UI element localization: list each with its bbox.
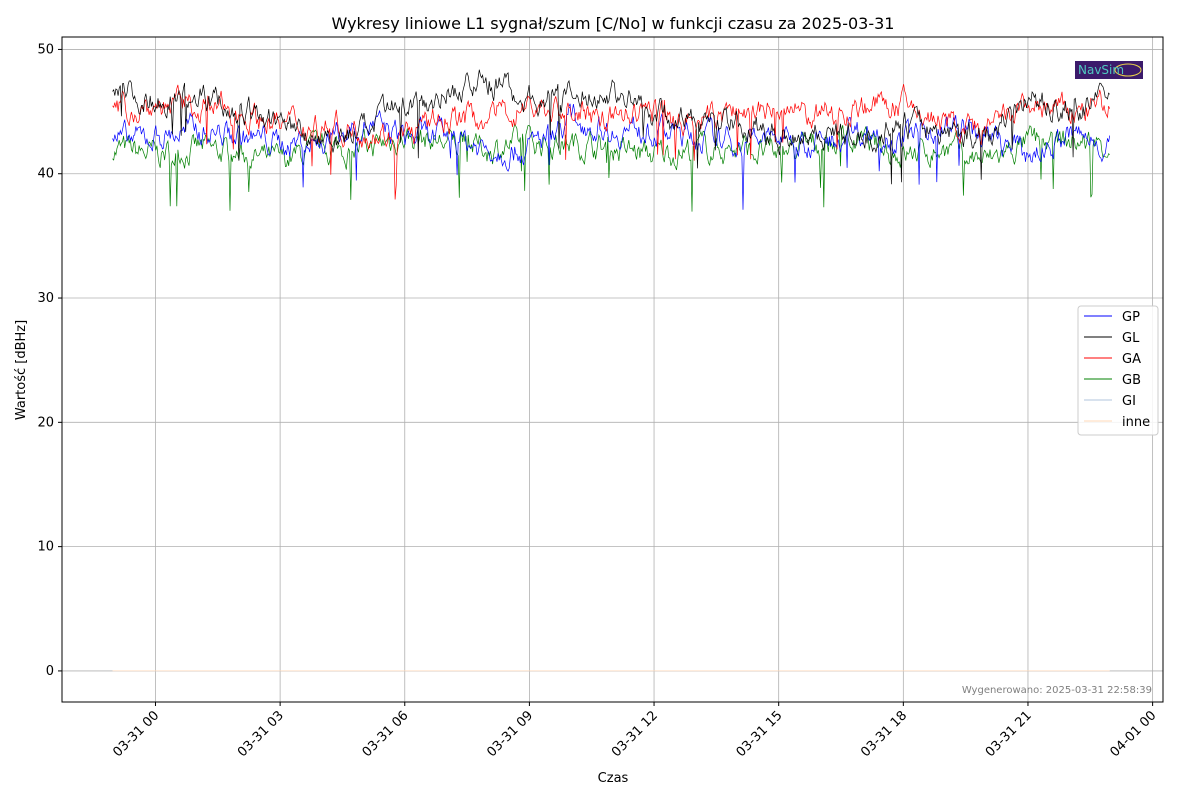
generated-annotation: Wygenerowano: 2025-03-31 22:58:39 bbox=[962, 685, 1152, 696]
x-tick-label: 03-31 09 bbox=[484, 708, 536, 760]
legend-label: GA bbox=[1122, 352, 1141, 367]
x-axis-label: Czas bbox=[598, 771, 629, 786]
plot-frame bbox=[61, 36, 1164, 703]
x-ticks: 03-31 00 03-31 03 03-31 06 03-31 09 03-31 12… bbox=[110, 702, 1159, 760]
x-tick-label: 03-31 03 bbox=[235, 708, 287, 760]
legend-label: GP bbox=[1122, 310, 1140, 325]
svg-text:NavSim: NavSim bbox=[1078, 63, 1124, 77]
legend-label: GL bbox=[1122, 331, 1140, 346]
series-line-GB bbox=[112, 123, 1110, 212]
x-tick-label: 03-31 15 bbox=[734, 708, 786, 760]
legend: GP GL GA GB GI inne bbox=[1077, 305, 1159, 436]
y-ticks: 0 10 20 30 40 50 bbox=[37, 42, 62, 679]
x-tick-label: 04-01 00 bbox=[1108, 708, 1160, 760]
x-tick-label: 03-31 18 bbox=[858, 708, 910, 760]
x-tick-label: 03-31 06 bbox=[360, 708, 412, 760]
chart-title: Wykresy liniowe L1 sygnał/szum [C/No] w … bbox=[332, 14, 895, 33]
y-tick-label: 50 bbox=[37, 42, 54, 57]
y-tick-label: 40 bbox=[37, 167, 54, 182]
x-tick-label: 03-31 21 bbox=[983, 708, 1035, 760]
navsim-logo: NavSim bbox=[1075, 61, 1143, 79]
series-line-GL bbox=[112, 69, 1110, 185]
series-line-GA bbox=[112, 84, 1111, 200]
series-lines bbox=[112, 69, 1111, 672]
y-tick-label: 0 bbox=[46, 664, 54, 679]
y-tick-label: 10 bbox=[37, 540, 54, 555]
x-tick-label: 03-31 00 bbox=[110, 708, 162, 760]
legend-label: inne bbox=[1122, 415, 1150, 430]
y-tick-label: 30 bbox=[37, 291, 54, 306]
y-axis-label: Wartość [dBHz] bbox=[14, 320, 29, 420]
legend-label: GB bbox=[1122, 373, 1141, 388]
legend-label: GI bbox=[1122, 394, 1136, 409]
x-tick-label: 03-31 12 bbox=[609, 708, 661, 760]
y-tick-label: 20 bbox=[37, 415, 54, 430]
